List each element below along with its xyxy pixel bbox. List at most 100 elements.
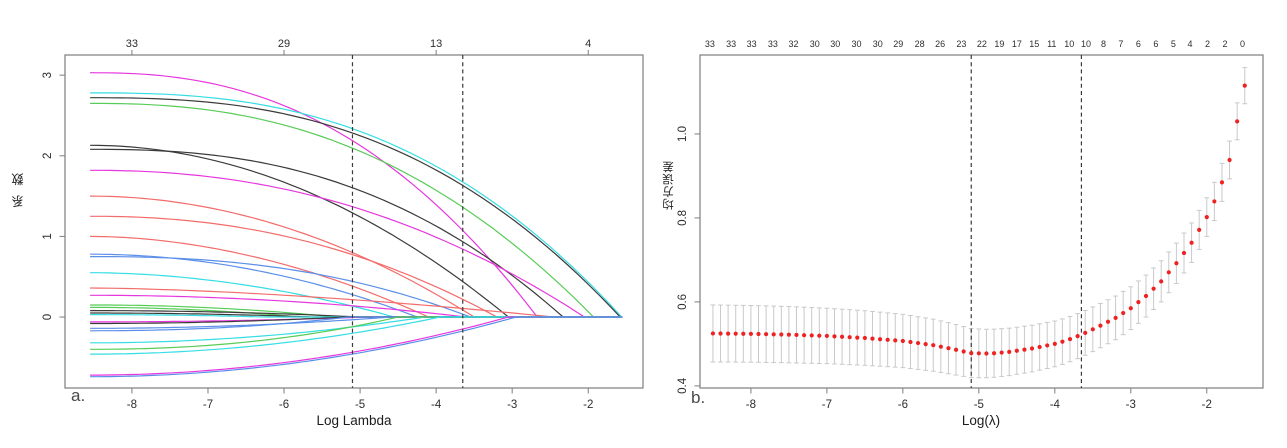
panel-tag-b: b. <box>691 388 706 407</box>
top-axis-count-label: 10 <box>1081 39 1091 49</box>
top-axis-count-label: 22 <box>977 39 987 49</box>
top-axis-count-label: 4 <box>585 38 591 50</box>
top-axis-count-label: 7 <box>1118 39 1123 49</box>
cv-mse-point <box>953 347 959 352</box>
y-axis-title-left: 系 数 <box>12 170 26 208</box>
top-axis-count-label: 33 <box>726 39 736 49</box>
cv-mse-point <box>900 338 905 344</box>
top-axis-count-label: 32 <box>788 39 798 49</box>
coefficient-curve-blue <box>90 253 623 318</box>
cv-mse-point <box>726 331 731 336</box>
cv-mse-point <box>1212 199 1217 204</box>
cv-mse-point <box>1083 330 1088 335</box>
cv-mse-point <box>1128 306 1133 311</box>
coefficient-curve-magenta <box>90 72 623 318</box>
cv-error-panel: -8 -7 -6 -5 -4 -3 -2 0.4 0.6 0.8 1.0 33 33 33 33 32 30 30… <box>660 0 1287 448</box>
cv-mse-point <box>976 351 981 356</box>
cv-mse-point <box>855 335 860 340</box>
cv-mse-point <box>1014 348 1019 353</box>
x-axis-tick-label: -5 <box>355 399 365 411</box>
x-axis-title-right: Log(λ) <box>961 413 1001 428</box>
x-axis-tick-label: -7 <box>203 399 213 411</box>
cv-mse-point <box>847 335 852 340</box>
cv-mse-point <box>748 331 754 336</box>
cv-mse-point <box>779 332 784 337</box>
top-axis-count-label: 11 <box>1047 39 1056 49</box>
coefficient-curve-blue <box>90 316 623 332</box>
cv-mse-point <box>1037 344 1042 350</box>
cv-mse-point <box>710 331 716 336</box>
y-axis-tick-label: 0.6 <box>677 294 689 310</box>
cv-mse-point <box>915 340 921 346</box>
y-axis-tick-label: 0 <box>42 314 54 320</box>
top-axis-count-label: 33 <box>705 39 715 49</box>
plot-box <box>699 54 1264 389</box>
top-axis-count-label: 29 <box>278 38 290 50</box>
cv-mse-point <box>1121 310 1126 316</box>
cv-error-plot: -8 -7 -6 -5 -4 -3 -2 0.4 0.6 0.8 1.0 33 33 33 33 32 30 30… <box>677 39 1264 411</box>
cv-mse-point <box>984 351 989 356</box>
coefficient-curve-cyan <box>90 316 623 355</box>
cv-mse-point <box>923 342 928 347</box>
top-axis-count-label: 33 <box>126 38 138 50</box>
cv-mse-point <box>1235 119 1240 124</box>
cv-mse-point <box>885 337 890 342</box>
coefficient-curve-black <box>90 310 623 318</box>
cv-mse-point <box>756 331 761 337</box>
y-axis-tick-label: 0.8 <box>677 210 689 226</box>
y-axis-tick-label: 1.0 <box>677 126 689 142</box>
top-axis-count-label: 10 <box>1064 39 1074 49</box>
y-axis-title-right: 均方误差 <box>663 160 675 210</box>
x-axis-tick-label: -5 <box>974 399 984 411</box>
x-axis-tick-label: -6 <box>279 399 289 411</box>
cv-mse-point <box>1007 349 1012 354</box>
coefficient-curve-black <box>90 97 623 318</box>
coefficient-curve-blue <box>90 256 623 318</box>
cv-mse-point <box>870 336 875 341</box>
cv-mse-point <box>893 338 898 343</box>
cv-mse-point <box>764 332 769 337</box>
coefficient-curve-red <box>90 235 623 318</box>
x-axis-tick-label: -4 <box>1050 399 1061 411</box>
y-axis-tick-label: 1 <box>42 233 54 239</box>
top-axis-count-label: 33 <box>747 39 757 49</box>
cv-mse-point <box>794 332 799 338</box>
top-axis-count-label: 33 <box>768 39 778 49</box>
coefficient-curve-black <box>90 316 623 325</box>
top-axis-count-label: 19 <box>994 39 1004 49</box>
coefficient-curve-magenta <box>90 316 623 376</box>
cv-mse-point <box>1090 327 1095 332</box>
top-axis-count-label: 6 <box>1153 39 1158 49</box>
cv-mse-point <box>1045 343 1050 348</box>
coefficient-curve-black <box>90 312 623 318</box>
coefficient-curve-magenta <box>90 169 623 318</box>
cv-mse-point <box>877 337 883 342</box>
top-axis-count-label: 5 <box>1171 39 1176 49</box>
cv-mse-point <box>1197 227 1202 232</box>
coefficient-curve-green <box>90 102 623 318</box>
x-axis-tick-label: -6 <box>898 399 908 411</box>
coefficient-curve-green <box>90 316 623 350</box>
top-axis-count-label: 2 <box>1205 39 1210 49</box>
y-axis-tick-label: 2 <box>42 153 54 159</box>
cv-mse-point <box>908 339 913 345</box>
top-axis-count-label: 0 <box>1240 39 1245 49</box>
lasso-path-panel: -8 -7 -6 -5 -4 -3 -2 0 1 2 3 33 29 13 4 Log Lambda 系 数… <box>12 38 644 428</box>
cv-mse-point <box>1181 250 1187 256</box>
cv-mse-point <box>999 350 1004 355</box>
cv-mse-point <box>938 344 943 349</box>
cv-mse-point <box>1151 286 1156 291</box>
coefficient-curve-cyan <box>90 316 623 344</box>
cv-mse-point <box>832 334 837 339</box>
cv-mse-point <box>1204 214 1209 220</box>
coefficient-curve-cyan <box>90 272 623 318</box>
x-axis-tick-label: -8 <box>127 399 137 411</box>
cv-mse-point <box>1189 240 1194 245</box>
cv-mse-point <box>801 333 807 338</box>
cv-mse-point <box>961 349 966 354</box>
coefficient-curve-black <box>90 148 623 318</box>
cv-mse-point <box>1143 293 1149 299</box>
top-axis-count-label: 2 <box>1223 39 1228 49</box>
coefficient-curve-red <box>90 215 623 318</box>
